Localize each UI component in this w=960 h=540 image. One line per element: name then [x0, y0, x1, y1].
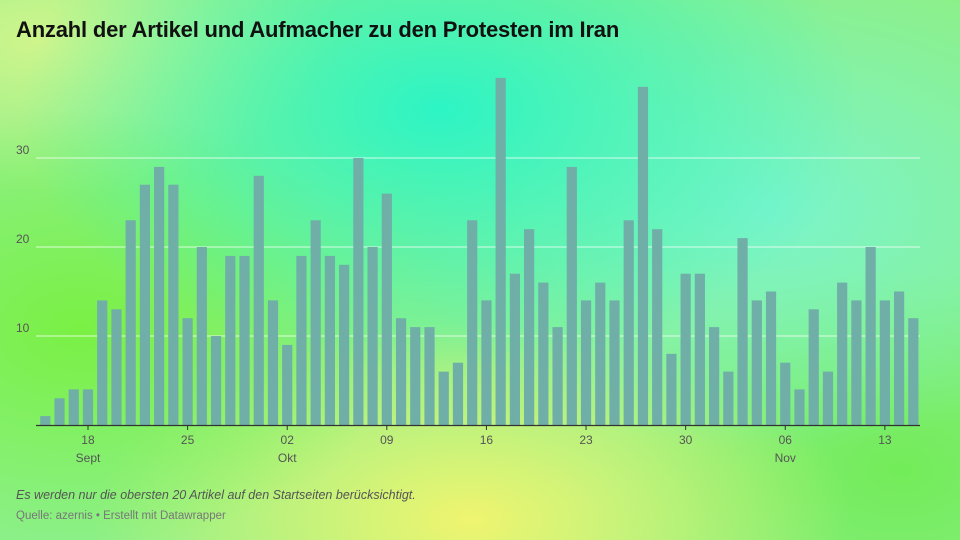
x-tick-label: 13 — [878, 433, 892, 447]
x-tick-month-label: Nov — [775, 451, 796, 465]
bar — [339, 264, 350, 425]
bar — [310, 220, 321, 425]
bar — [709, 327, 720, 425]
bar — [694, 273, 705, 425]
bar — [367, 247, 378, 425]
bars — [40, 77, 919, 426]
x-tick-label: 09 — [380, 433, 394, 447]
bar — [495, 77, 506, 426]
bar — [837, 282, 848, 425]
bar — [595, 282, 606, 425]
bar — [168, 184, 179, 425]
bar — [139, 184, 151, 425]
bar — [353, 158, 364, 425]
bar — [808, 309, 819, 425]
bar — [780, 362, 791, 425]
bar — [225, 255, 236, 425]
bar — [481, 300, 492, 425]
y-tick-label: 30 — [16, 143, 30, 157]
bar — [894, 291, 905, 425]
bar — [253, 175, 264, 425]
bar — [452, 362, 464, 425]
y-tick-label: 10 — [16, 321, 30, 335]
bar — [324, 255, 335, 425]
bar — [865, 247, 876, 425]
bar — [851, 300, 862, 425]
bar — [267, 300, 279, 425]
bar — [509, 273, 520, 425]
bar — [637, 86, 649, 426]
x-tick-label: 16 — [480, 433, 494, 447]
bar — [282, 344, 293, 425]
x-tick-label: 06 — [779, 433, 793, 447]
bar — [723, 371, 734, 425]
bar — [210, 336, 222, 425]
bar — [908, 318, 919, 425]
x-tick-label: 02 — [281, 433, 295, 447]
bar — [794, 389, 805, 425]
bar — [154, 166, 165, 425]
x-tick-label: 25 — [181, 433, 195, 447]
bar — [580, 300, 592, 425]
x-tick-label: 23 — [579, 433, 593, 447]
bar — [524, 229, 535, 425]
bar — [666, 353, 677, 425]
chart-title: Anzahl der Artikel und Aufmacher zu den … — [16, 17, 620, 42]
x-axis-ticks: 18 Sept 25 02 Okt 09 16 23 30 06 Nov 13 — [76, 425, 892, 465]
bar — [125, 220, 136, 425]
y-tick-label: 20 — [16, 232, 30, 246]
bar — [196, 247, 207, 425]
x-tick-month-label: Okt — [278, 451, 297, 465]
bar — [652, 229, 663, 425]
x-tick-label: 30 — [679, 433, 693, 447]
bar — [609, 300, 620, 425]
bar — [552, 327, 563, 425]
bar — [765, 291, 777, 425]
bar — [680, 273, 691, 425]
chart-source: Quelle: azernis • Erstellt mit Datawrapp… — [16, 510, 226, 522]
bar — [97, 300, 108, 425]
bar — [111, 309, 122, 425]
bar — [40, 416, 51, 425]
bar — [296, 255, 307, 425]
bar — [54, 398, 65, 425]
x-tick-month-label: Sept — [76, 451, 101, 465]
bar — [879, 300, 890, 425]
chart-note: Es werden nur die obersten 20 Artikel au… — [16, 488, 416, 502]
bar — [68, 389, 79, 425]
bar — [566, 166, 577, 425]
bar — [82, 389, 94, 425]
bar — [538, 282, 549, 425]
bar — [467, 220, 478, 425]
bar — [381, 193, 392, 425]
bar — [751, 300, 762, 425]
y-axis-labels: 10 20 30 — [16, 143, 30, 335]
bar — [438, 371, 449, 425]
x-tick-label: 18 — [81, 433, 95, 447]
bar — [737, 238, 748, 425]
bar — [424, 327, 435, 425]
bar — [822, 371, 834, 425]
bar — [623, 220, 634, 425]
bar — [395, 318, 407, 425]
bar — [410, 327, 421, 425]
bar — [239, 255, 250, 425]
bar — [182, 318, 193, 425]
